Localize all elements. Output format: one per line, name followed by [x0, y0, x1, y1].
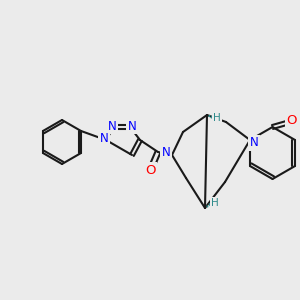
Text: N: N [100, 133, 108, 146]
Text: N: N [250, 136, 258, 149]
Text: H: H [213, 113, 221, 123]
Text: N: N [128, 119, 136, 133]
Text: O: O [145, 164, 155, 176]
Text: N: N [162, 146, 170, 160]
Text: O: O [286, 115, 297, 128]
Text: H: H [211, 198, 219, 208]
Text: N: N [108, 119, 116, 133]
